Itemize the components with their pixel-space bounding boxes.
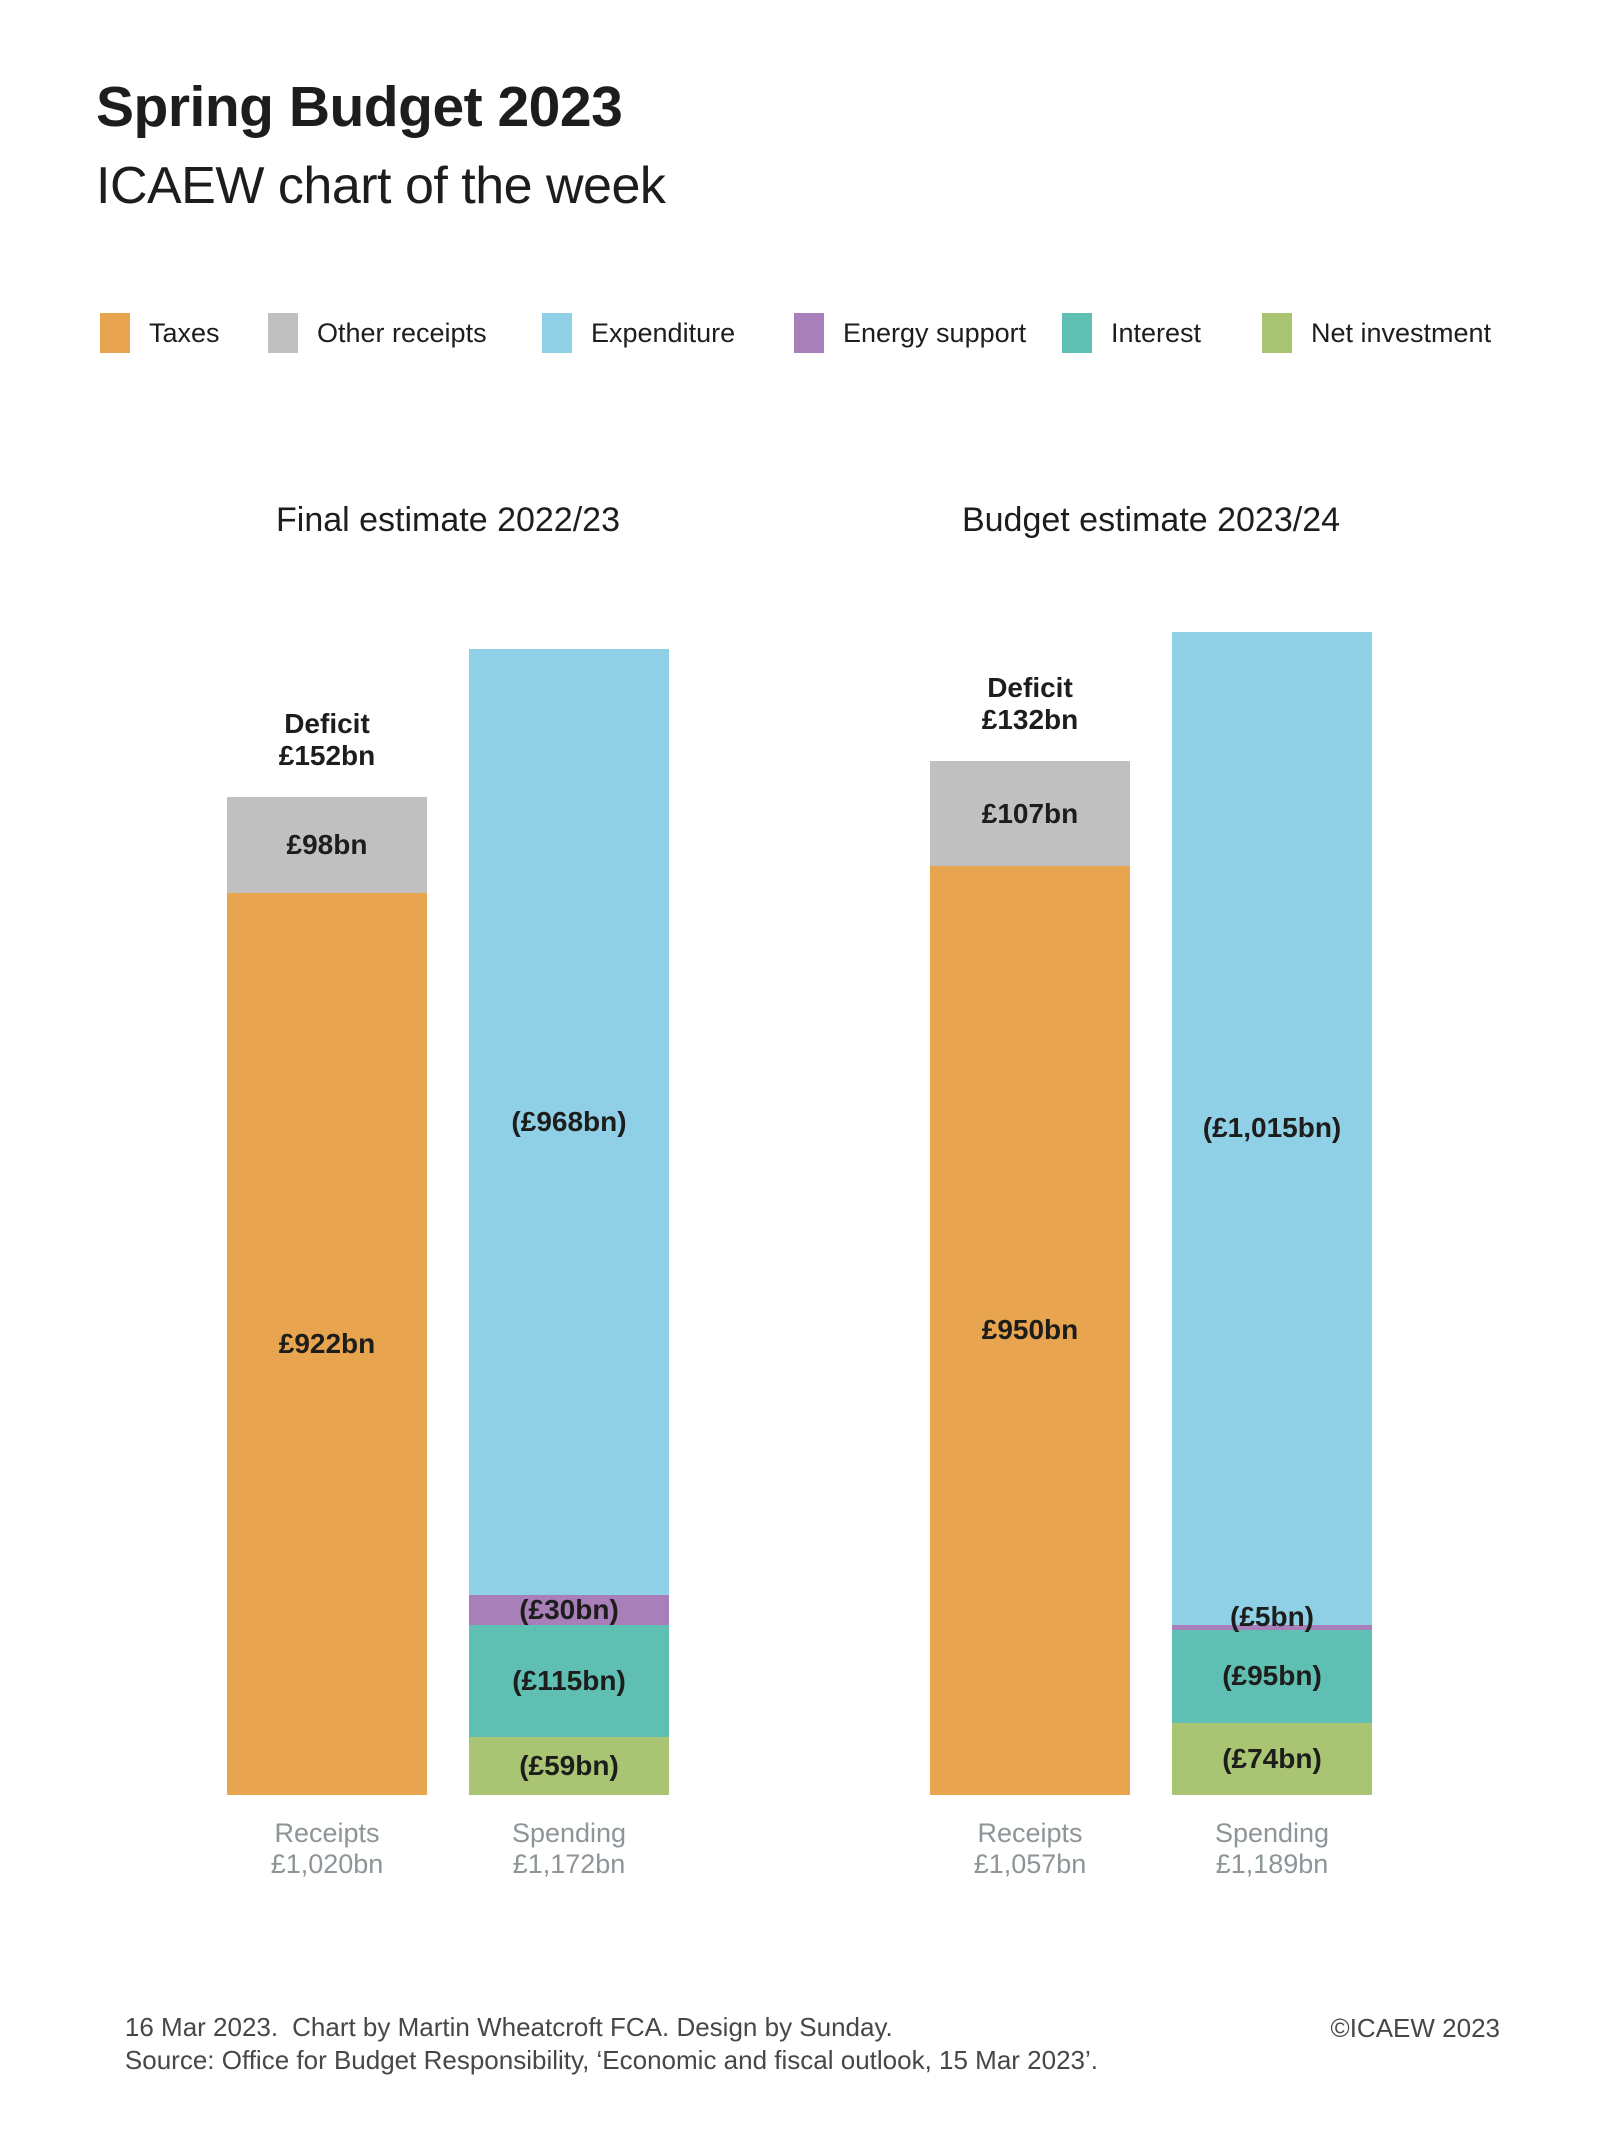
legend-label-expenditure: Expenditure	[591, 317, 736, 348]
legend-item-other_receipts: Other receipts	[268, 313, 487, 353]
footer-copyright: ©ICAEW 2023	[1330, 2013, 1500, 2043]
group-title-1: Budget estimate 2023/24	[961, 501, 1341, 539]
axis-label-spending-1: Spending £1,189bn	[1172, 1818, 1372, 1880]
axis-label-spending-0: Spending £1,172bn	[469, 1818, 669, 1880]
segment-taxes	[930, 865, 1130, 1795]
segment-net_investment	[469, 1737, 669, 1795]
footer-source-line: Source: Office for Budget Responsibility…	[96, 2012, 1098, 2108]
segment-interest	[469, 1624, 669, 1738]
segment-label-taxes: £950bn	[981, 1314, 1079, 1346]
segment-label-other_receipts: £98bn	[286, 829, 368, 861]
legend-label-taxes: Taxes	[149, 317, 220, 348]
legend-swatch-energy_support	[794, 313, 824, 353]
deficit-label-0: Deficit £152bn	[227, 708, 427, 772]
legend-item-net_investment: Net investment	[1262, 313, 1491, 353]
bar-receipts-1: £950bn £107bn	[930, 761, 1130, 1795]
segment-net_investment	[1172, 1722, 1372, 1795]
axis-label-total: £1,172bn	[512, 1849, 626, 1879]
axis-label-receipts-0: Receipts £1,020bn	[227, 1818, 427, 1880]
footer-date: 16 Mar 2023.	[124, 2012, 279, 2042]
legend-swatch-net_investment	[1262, 313, 1292, 353]
segment-other_receipts	[227, 797, 427, 894]
bar-spending-0: (£59bn) (£115bn) (£30bn) (£968bn)	[469, 648, 669, 1795]
deficit-value: £132bn	[981, 704, 1079, 736]
legend-swatch-taxes	[100, 313, 130, 353]
segment-label-taxes: £922bn	[278, 1328, 376, 1360]
segment-interest	[1172, 1629, 1372, 1723]
deficit-title: Deficit	[987, 672, 1073, 704]
legend-label-other_receipts: Other receipts	[317, 317, 487, 348]
legend-item-expenditure: Expenditure	[542, 313, 735, 353]
axis-label-name: Receipts	[274, 1818, 380, 1848]
axis-label-name: Spending	[511, 1818, 627, 1848]
axis-label-total: £1,057bn	[973, 1849, 1087, 1879]
legend-label-energy_support: Energy support	[843, 317, 1027, 348]
axis-label-receipts-1: Receipts £1,057bn	[930, 1818, 1130, 1880]
segment-expenditure	[469, 648, 669, 1596]
footer-credit-line: 16 Mar 2023. Chart by Martin Wheatcroft F…	[96, 1979, 893, 2075]
segment-label-expenditure: (£1,015bn)	[1202, 1112, 1342, 1144]
deficit-value: £152bn	[278, 740, 376, 772]
deficit-label-1: Deficit £132bn	[930, 672, 1130, 736]
segment-label-energy_support: (£5bn)	[1230, 1600, 1314, 1632]
axis-label-name: Receipts	[977, 1818, 1083, 1848]
footer-source: Source: Office for Budget Responsibility…	[124, 2045, 1099, 2075]
bar-receipts-0: £922bn £98bn	[227, 797, 427, 1795]
segment-label-expenditure: (£968bn)	[511, 1106, 627, 1138]
group-title-0: Final estimate 2022/23	[276, 501, 620, 539]
legend-item-energy_support: Energy support	[794, 313, 1026, 353]
segment-label-net_investment: (£74bn)	[1222, 1742, 1322, 1774]
segment-label-other_receipts: £107bn	[981, 797, 1079, 829]
footer-credit: Chart by Martin Wheatcroft FCA. Design b…	[292, 2012, 893, 2042]
page-subtitle: ICAEW chart of the week	[96, 157, 666, 215]
legend-swatch-expenditure	[542, 313, 572, 353]
deficit-title: Deficit	[284, 708, 370, 740]
legend-item-taxes: Taxes	[100, 313, 220, 353]
legend-item-interest: Interest	[1062, 313, 1201, 353]
segment-energy_support	[1172, 1624, 1372, 1630]
segment-label-net_investment: (£59bn)	[519, 1750, 619, 1782]
segment-label-interest: (£95bn)	[1222, 1660, 1322, 1692]
axis-label-total: £1,189bn	[1215, 1849, 1329, 1879]
legend-label-net_investment: Net investment	[1311, 317, 1492, 348]
page-title: Spring Budget 2023	[96, 75, 623, 139]
legend-swatch-other_receipts	[268, 313, 298, 353]
segment-taxes	[227, 893, 427, 1795]
axis-label-total: £1,020bn	[270, 1849, 384, 1879]
segment-expenditure	[1172, 632, 1372, 1625]
axis-label-name: Spending	[1214, 1818, 1330, 1848]
legend-label-interest: Interest	[1111, 317, 1202, 348]
segment-energy_support	[469, 1595, 669, 1625]
bar-spending-1: (£74bn) (£95bn) (£5bn) (£1,015bn)	[1172, 632, 1372, 1795]
segment-other_receipts	[930, 761, 1130, 866]
segment-label-energy_support: (£30bn)	[519, 1594, 619, 1626]
legend-swatch-interest	[1062, 313, 1092, 353]
segment-label-interest: (£115bn)	[512, 1665, 626, 1697]
